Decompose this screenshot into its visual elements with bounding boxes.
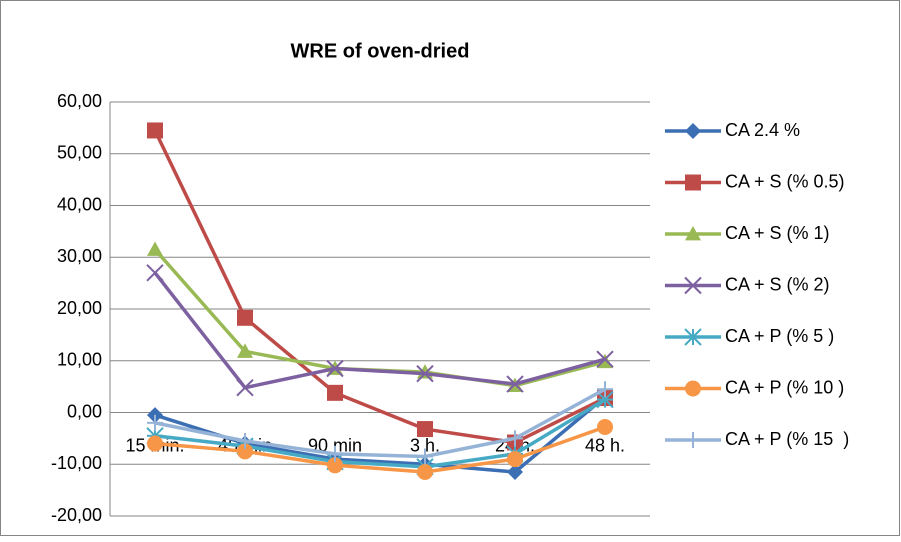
marker-part [147,435,163,452]
marker [147,435,163,452]
legend-label: CA + S (% 1) [725,223,830,243]
marker [416,364,434,383]
marker-part [685,174,701,191]
marker [506,375,524,393]
legend-label: CA + P (% 15 ) [725,429,849,449]
marker-part [326,359,344,378]
marker-part [685,123,701,139]
marker [685,432,701,448]
marker [237,432,253,449]
marker-part [327,457,343,474]
marker-part [506,375,524,393]
marker-part [596,350,614,368]
marker [507,430,523,447]
marker [327,457,343,474]
marker [326,359,344,378]
series-line [153,271,606,390]
marker-part [237,443,253,460]
marker [146,264,164,282]
marker [327,384,343,401]
marker [685,123,701,139]
marker-part [416,364,434,383]
marker-part [327,384,343,401]
marker [417,421,433,438]
marker-part [507,451,523,468]
legend-label: CA + S (% 2) [725,274,830,294]
marker-part [147,241,163,256]
marker [684,276,702,295]
marker-part [417,464,433,481]
marker-part [236,378,254,397]
marker [237,343,253,358]
marker [327,445,343,462]
y-tick-label: -10,00 [51,453,102,473]
marker-part [146,264,164,282]
y-tick-label: 40,00 [57,194,102,214]
marker [147,122,163,139]
marker-part [685,226,701,241]
legend-label: CA + P (% 10 ) [725,377,844,397]
legend-label: CA 2.4 % [725,120,800,140]
marker-part [507,464,523,481]
marker [597,418,613,435]
y-tick-label: 30,00 [57,246,102,266]
marker [684,328,702,346]
x-tick-label: 3 h. [410,435,440,455]
marker-part [237,343,253,358]
y-tick-label: 50,00 [57,143,102,163]
marker [236,378,254,397]
y-tick-label: 20,00 [57,298,102,318]
y-tick-label: 0,00 [67,401,102,421]
legend-label: CA + P (% 5 ) [725,326,834,346]
series-line [154,398,606,469]
marker-part [684,276,702,295]
marker-part [597,418,613,435]
marker [147,241,163,256]
marker [237,443,253,460]
marker [417,448,433,465]
marker [596,350,614,368]
marker [685,226,701,241]
marker [685,380,701,397]
marker [597,381,613,398]
marker [417,464,433,481]
y-tick-label: -20,00 [51,505,102,525]
series-line [153,129,606,445]
marker [237,309,253,326]
legend-label: CA + S (% 0.5) [725,171,845,191]
marker-part [237,309,253,326]
marker [507,464,523,481]
marker-part [147,122,163,139]
y-tick-label: 60,00 [57,91,102,111]
series-line [154,387,606,459]
series-line [154,425,606,474]
chart-title: WRE of oven-dried [291,40,470,62]
marker-part [417,421,433,438]
x-tick-label: 48 h. [585,435,625,455]
y-tick-label: 10,00 [57,350,102,370]
marker-part [685,380,701,397]
marker [685,174,701,191]
marker [147,414,163,431]
marker [507,451,523,468]
